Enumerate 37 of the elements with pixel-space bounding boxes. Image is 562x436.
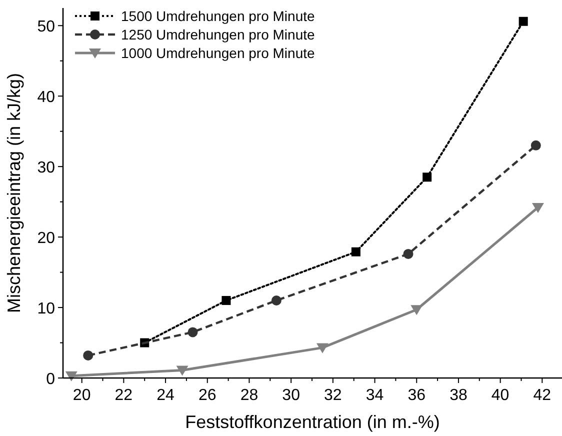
point <box>176 366 188 376</box>
x-tick-label: 38 <box>450 387 468 404</box>
point <box>271 295 282 306</box>
point <box>65 371 78 382</box>
point <box>422 172 432 182</box>
point <box>403 248 414 259</box>
point <box>530 140 541 150</box>
y-tick-label: 50 <box>37 18 56 36</box>
x-tick-label: 30 <box>282 387 300 404</box>
legend-label: 1500 Umdrehungen pro Minute <box>121 8 316 24</box>
y-tick-label: 40 <box>37 89 56 106</box>
point <box>83 350 94 360</box>
y-tick-label: 0 <box>46 371 56 388</box>
point <box>222 296 231 305</box>
x-tick-label: 36 <box>408 387 426 404</box>
point <box>532 202 544 213</box>
x-tick-label: 32 <box>324 387 342 404</box>
y-tick-label: 10 <box>37 300 56 318</box>
point <box>351 247 360 256</box>
x-tick-label: 28 <box>240 387 258 404</box>
x-tick-label: 40 <box>491 387 510 404</box>
point <box>518 16 528 26</box>
x-tick-label: 20 <box>72 387 91 404</box>
y-tick-label: 20 <box>37 230 56 248</box>
legend-label: 1000 Umdrehungen pro Minute <box>121 45 316 61</box>
x-tick-label: 24 <box>156 387 175 404</box>
point <box>316 343 328 354</box>
x-tick-label: 26 <box>198 387 216 404</box>
x-tick-label: 22 <box>114 387 133 404</box>
x-tick-label: 34 <box>366 387 384 404</box>
point <box>410 305 423 316</box>
point <box>188 327 198 338</box>
y-axis-title: Mischenergieeintrag (in kJ/kg) <box>4 72 24 314</box>
x-tick-label: 42 <box>533 387 552 404</box>
x-axis-title: Feststoffkonzentration (in m.-%) <box>185 412 440 432</box>
legend-label: 1250 Umdrehungen pro Minute <box>121 26 316 42</box>
y-tick-label: 30 <box>37 160 56 177</box>
